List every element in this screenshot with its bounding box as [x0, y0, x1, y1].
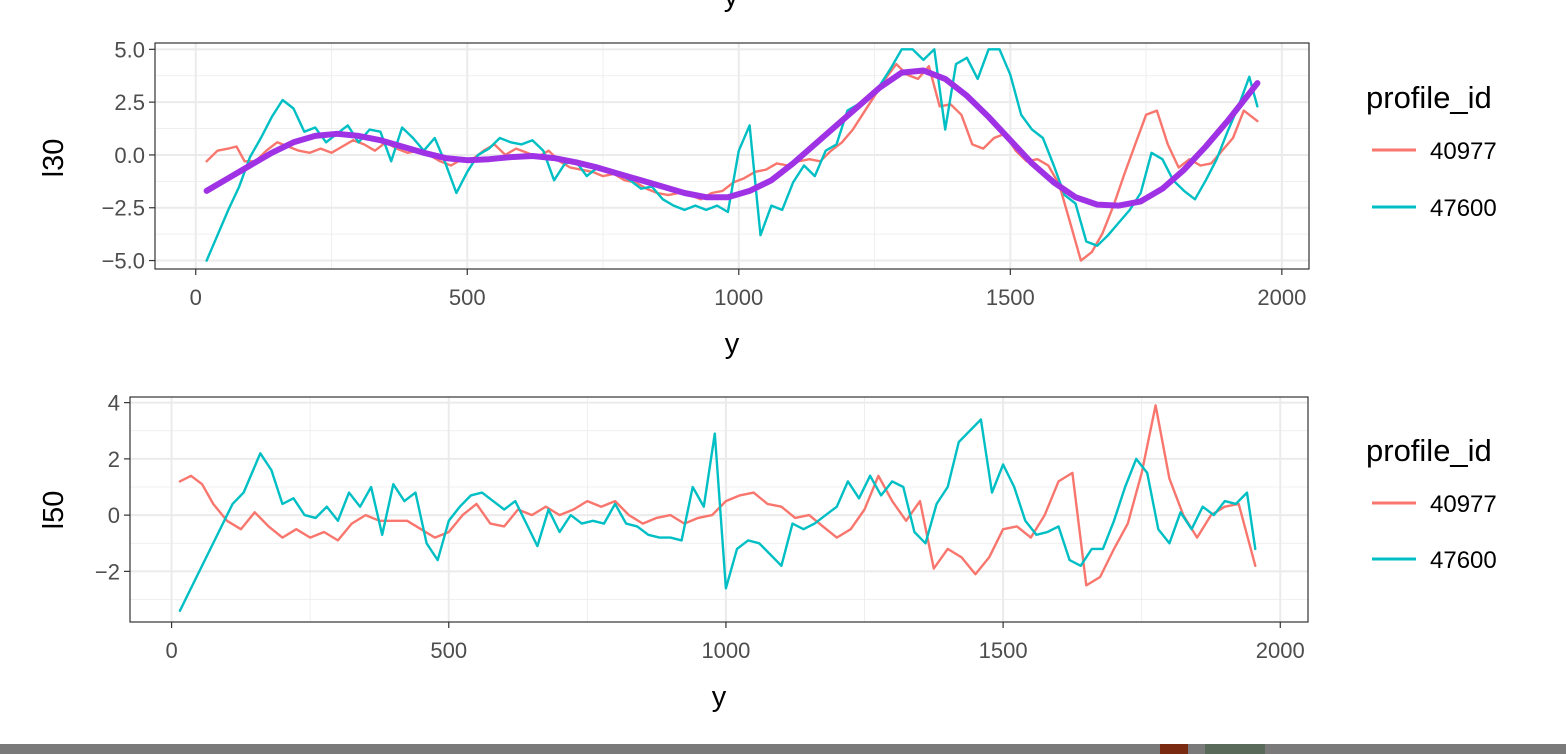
x-tick-label: 1500 [986, 285, 1035, 310]
x-tick-label: 500 [430, 638, 467, 663]
x-tick-label: 0 [165, 638, 177, 663]
series-line-smooth [203, 67, 1261, 209]
y-axis-title: l30 [38, 139, 70, 178]
y-tick-label: 2.5 [114, 90, 145, 115]
x-tick-label: 1000 [701, 638, 750, 663]
x-tick-label: 500 [449, 285, 486, 310]
series-layer [178, 404, 1257, 612]
desktop-fragment [1205, 744, 1265, 754]
axis-ticks: 0 500 1000 1500 2000 −5.0 −2.5 0.0 2.5 5.0 [102, 37, 1307, 310]
legend-profile-id-top: profile_id 40977 47600 [1366, 80, 1497, 222]
series-layer [203, 48, 1261, 262]
x-tick-label: 1000 [714, 285, 763, 310]
y-tick-label: 0 [108, 503, 120, 528]
series-line-47600 [178, 418, 1257, 612]
legend-label-47600: 47600 [1430, 195, 1497, 222]
legend-label-40977: 40977 [1430, 138, 1497, 165]
legend-title: profile_id [1366, 433, 1492, 468]
series-line-47600 [205, 48, 1259, 262]
x-tick-label: 0 [190, 285, 202, 310]
legend-profile-id-bottom: profile_id 40977 47600 [1366, 433, 1497, 574]
panel-border [154, 42, 1310, 270]
legend-label-40977: 40977 [1430, 491, 1497, 518]
cut-axis-title: y [724, 0, 739, 13]
y-tick-label: 2 [108, 447, 120, 472]
y-tick-label: 4 [108, 391, 120, 416]
y-tick-label: 0.0 [114, 143, 145, 168]
panel-l50: 0 500 1000 1500 2000 −2 0 2 4 y l50 [38, 391, 1309, 713]
y-tick-label: 5.0 [114, 37, 145, 62]
y-tick-label: −2 [95, 559, 120, 584]
x-axis-title: y [725, 328, 740, 360]
legend-label-47600: 47600 [1430, 547, 1497, 574]
x-tick-label: 1500 [979, 638, 1028, 663]
y-tick-label: −2.5 [102, 196, 145, 221]
axis-ticks: 0 500 1000 1500 2000 −2 0 2 4 [95, 391, 1305, 663]
x-tick-label: 2000 [1257, 285, 1306, 310]
x-axis-title: y [712, 681, 727, 713]
y-tick-label: −5.0 [102, 249, 145, 274]
y-axis-title: l50 [38, 491, 70, 530]
legend-title: profile_id [1366, 80, 1492, 115]
panel-border [129, 396, 1309, 623]
series-line-40977 [205, 62, 1259, 262]
panel-background [155, 43, 1309, 269]
series-line-40977 [178, 404, 1257, 587]
panel-grid [155, 43, 1309, 269]
x-tick-label: 2000 [1256, 638, 1305, 663]
panel-l30: 0 500 1000 1500 2000 −5.0 −2.5 0.0 2.5 5.0 y l30 [38, 37, 1310, 360]
desktop-fragment [1160, 744, 1188, 754]
window-bottom-edge [0, 744, 1566, 754]
